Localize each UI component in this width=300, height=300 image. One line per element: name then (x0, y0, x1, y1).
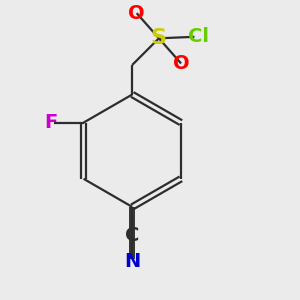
Text: F: F (44, 113, 57, 132)
Text: Cl: Cl (188, 27, 209, 46)
Text: O: O (128, 4, 145, 23)
Text: S: S (151, 28, 167, 48)
Text: N: N (124, 252, 140, 271)
Text: O: O (173, 54, 189, 73)
Text: C: C (125, 226, 140, 244)
